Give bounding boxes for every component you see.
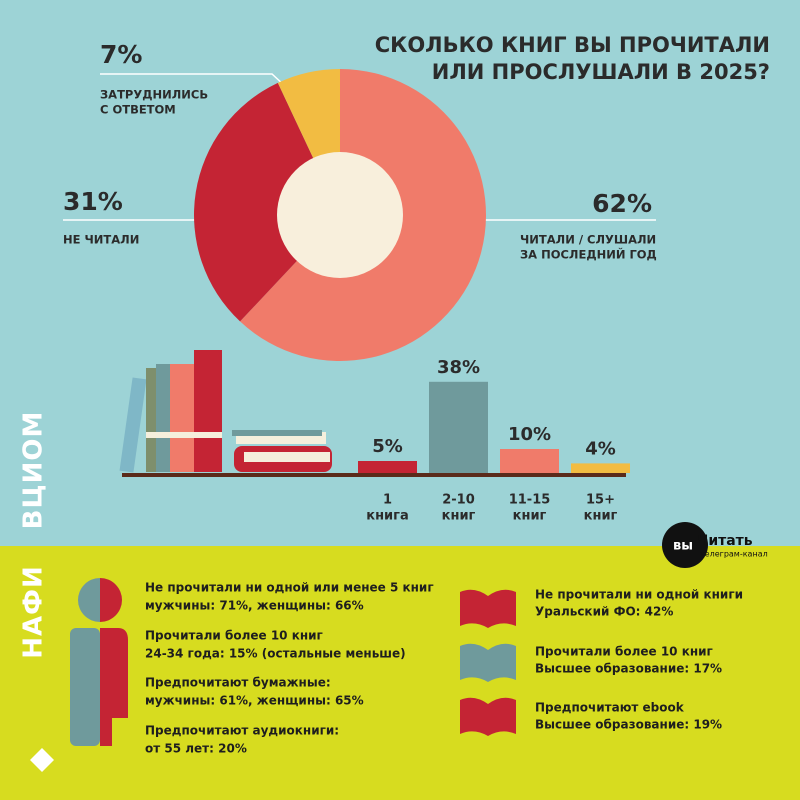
x-tick-label: 15+ bbox=[586, 493, 615, 508]
note-detail: Уральский ФО: 42% bbox=[535, 605, 673, 619]
x-tick-label: книга bbox=[366, 509, 408, 524]
note-title: Предпочитают бумажные: bbox=[145, 676, 331, 690]
note-detail: мужчины: 71%, женщины: 66% bbox=[145, 599, 364, 613]
slice-label: НЕ ЧИТАЛИ bbox=[63, 233, 139, 247]
person-icon bbox=[70, 578, 128, 746]
bar bbox=[500, 449, 559, 473]
donut-slice bbox=[194, 82, 340, 322]
books-illustration bbox=[119, 350, 332, 473]
x-tick-label: 2-10 bbox=[442, 493, 475, 508]
bar bbox=[429, 381, 488, 473]
logo-name: Читать bbox=[697, 533, 753, 549]
logo-prefix: вы bbox=[673, 539, 693, 554]
note-detail: Высшее образование: 19% bbox=[535, 718, 722, 732]
note-title: Прочитали более 10 книг bbox=[535, 645, 713, 659]
chart-title: СКОЛЬКО КНИГ ВЫ ПРОЧИТАЛИ bbox=[375, 33, 770, 57]
note-detail: от 55 лет: 20% bbox=[145, 742, 247, 756]
slice-label: С ОТВЕТОМ bbox=[100, 103, 176, 117]
bar-value-label: 38% bbox=[437, 357, 480, 378]
source-label: ВЦИОМ bbox=[19, 411, 49, 530]
bar bbox=[358, 461, 417, 473]
logo-circle bbox=[662, 522, 708, 568]
x-tick-label: книг bbox=[442, 509, 476, 524]
x-tick-label: 1 bbox=[383, 493, 392, 508]
book-icons bbox=[460, 589, 516, 736]
slice-label: ЧИТАЛИ / СЛУШАЛИ bbox=[520, 233, 656, 247]
note-title: Не прочитали ни одной книги bbox=[535, 588, 743, 602]
bar-value-label: 10% bbox=[508, 424, 551, 445]
x-tick-label: книг bbox=[513, 509, 547, 524]
x-tick-label: 11-15 bbox=[509, 493, 551, 508]
note-detail: Высшее образование: 17% bbox=[535, 662, 722, 676]
x-tick-label: книг bbox=[584, 509, 618, 524]
slice-label: ЗА ПОСЛЕДНИЙ ГОД bbox=[520, 247, 657, 262]
logo-subtitle: телеграм-канал bbox=[700, 550, 768, 559]
bottom-background bbox=[0, 546, 800, 800]
note-title: Не прочитали ни одной или менее 5 книг bbox=[145, 581, 434, 595]
source-label: НАФИ bbox=[19, 565, 49, 658]
note-title: Предпочитают аудиокниги: bbox=[145, 724, 339, 738]
bar-value-label: 5% bbox=[372, 436, 403, 457]
baseline bbox=[122, 473, 626, 477]
note-detail: 24-34 года: 15% (остальные меньше) bbox=[145, 647, 406, 661]
slice-value-label: 31% bbox=[63, 187, 123, 216]
note-detail: мужчины: 61%, женщины: 65% bbox=[145, 694, 364, 708]
bar bbox=[571, 463, 630, 473]
slice-label: ЗАТРУДНИЛИСЬ bbox=[100, 88, 208, 102]
chart-title: ИЛИ ПРОСЛУШАЛИ В 2025? bbox=[432, 60, 770, 84]
bar-value-label: 4% bbox=[585, 438, 616, 459]
donut-hole bbox=[277, 152, 403, 278]
slice-value-label: 62% bbox=[592, 189, 652, 218]
slice-value-label: 7% bbox=[100, 40, 142, 69]
note-title: Предпочитают ebook bbox=[535, 701, 685, 715]
note-title: Прочитали более 10 книг bbox=[145, 629, 323, 643]
diamond-icon bbox=[30, 748, 54, 772]
